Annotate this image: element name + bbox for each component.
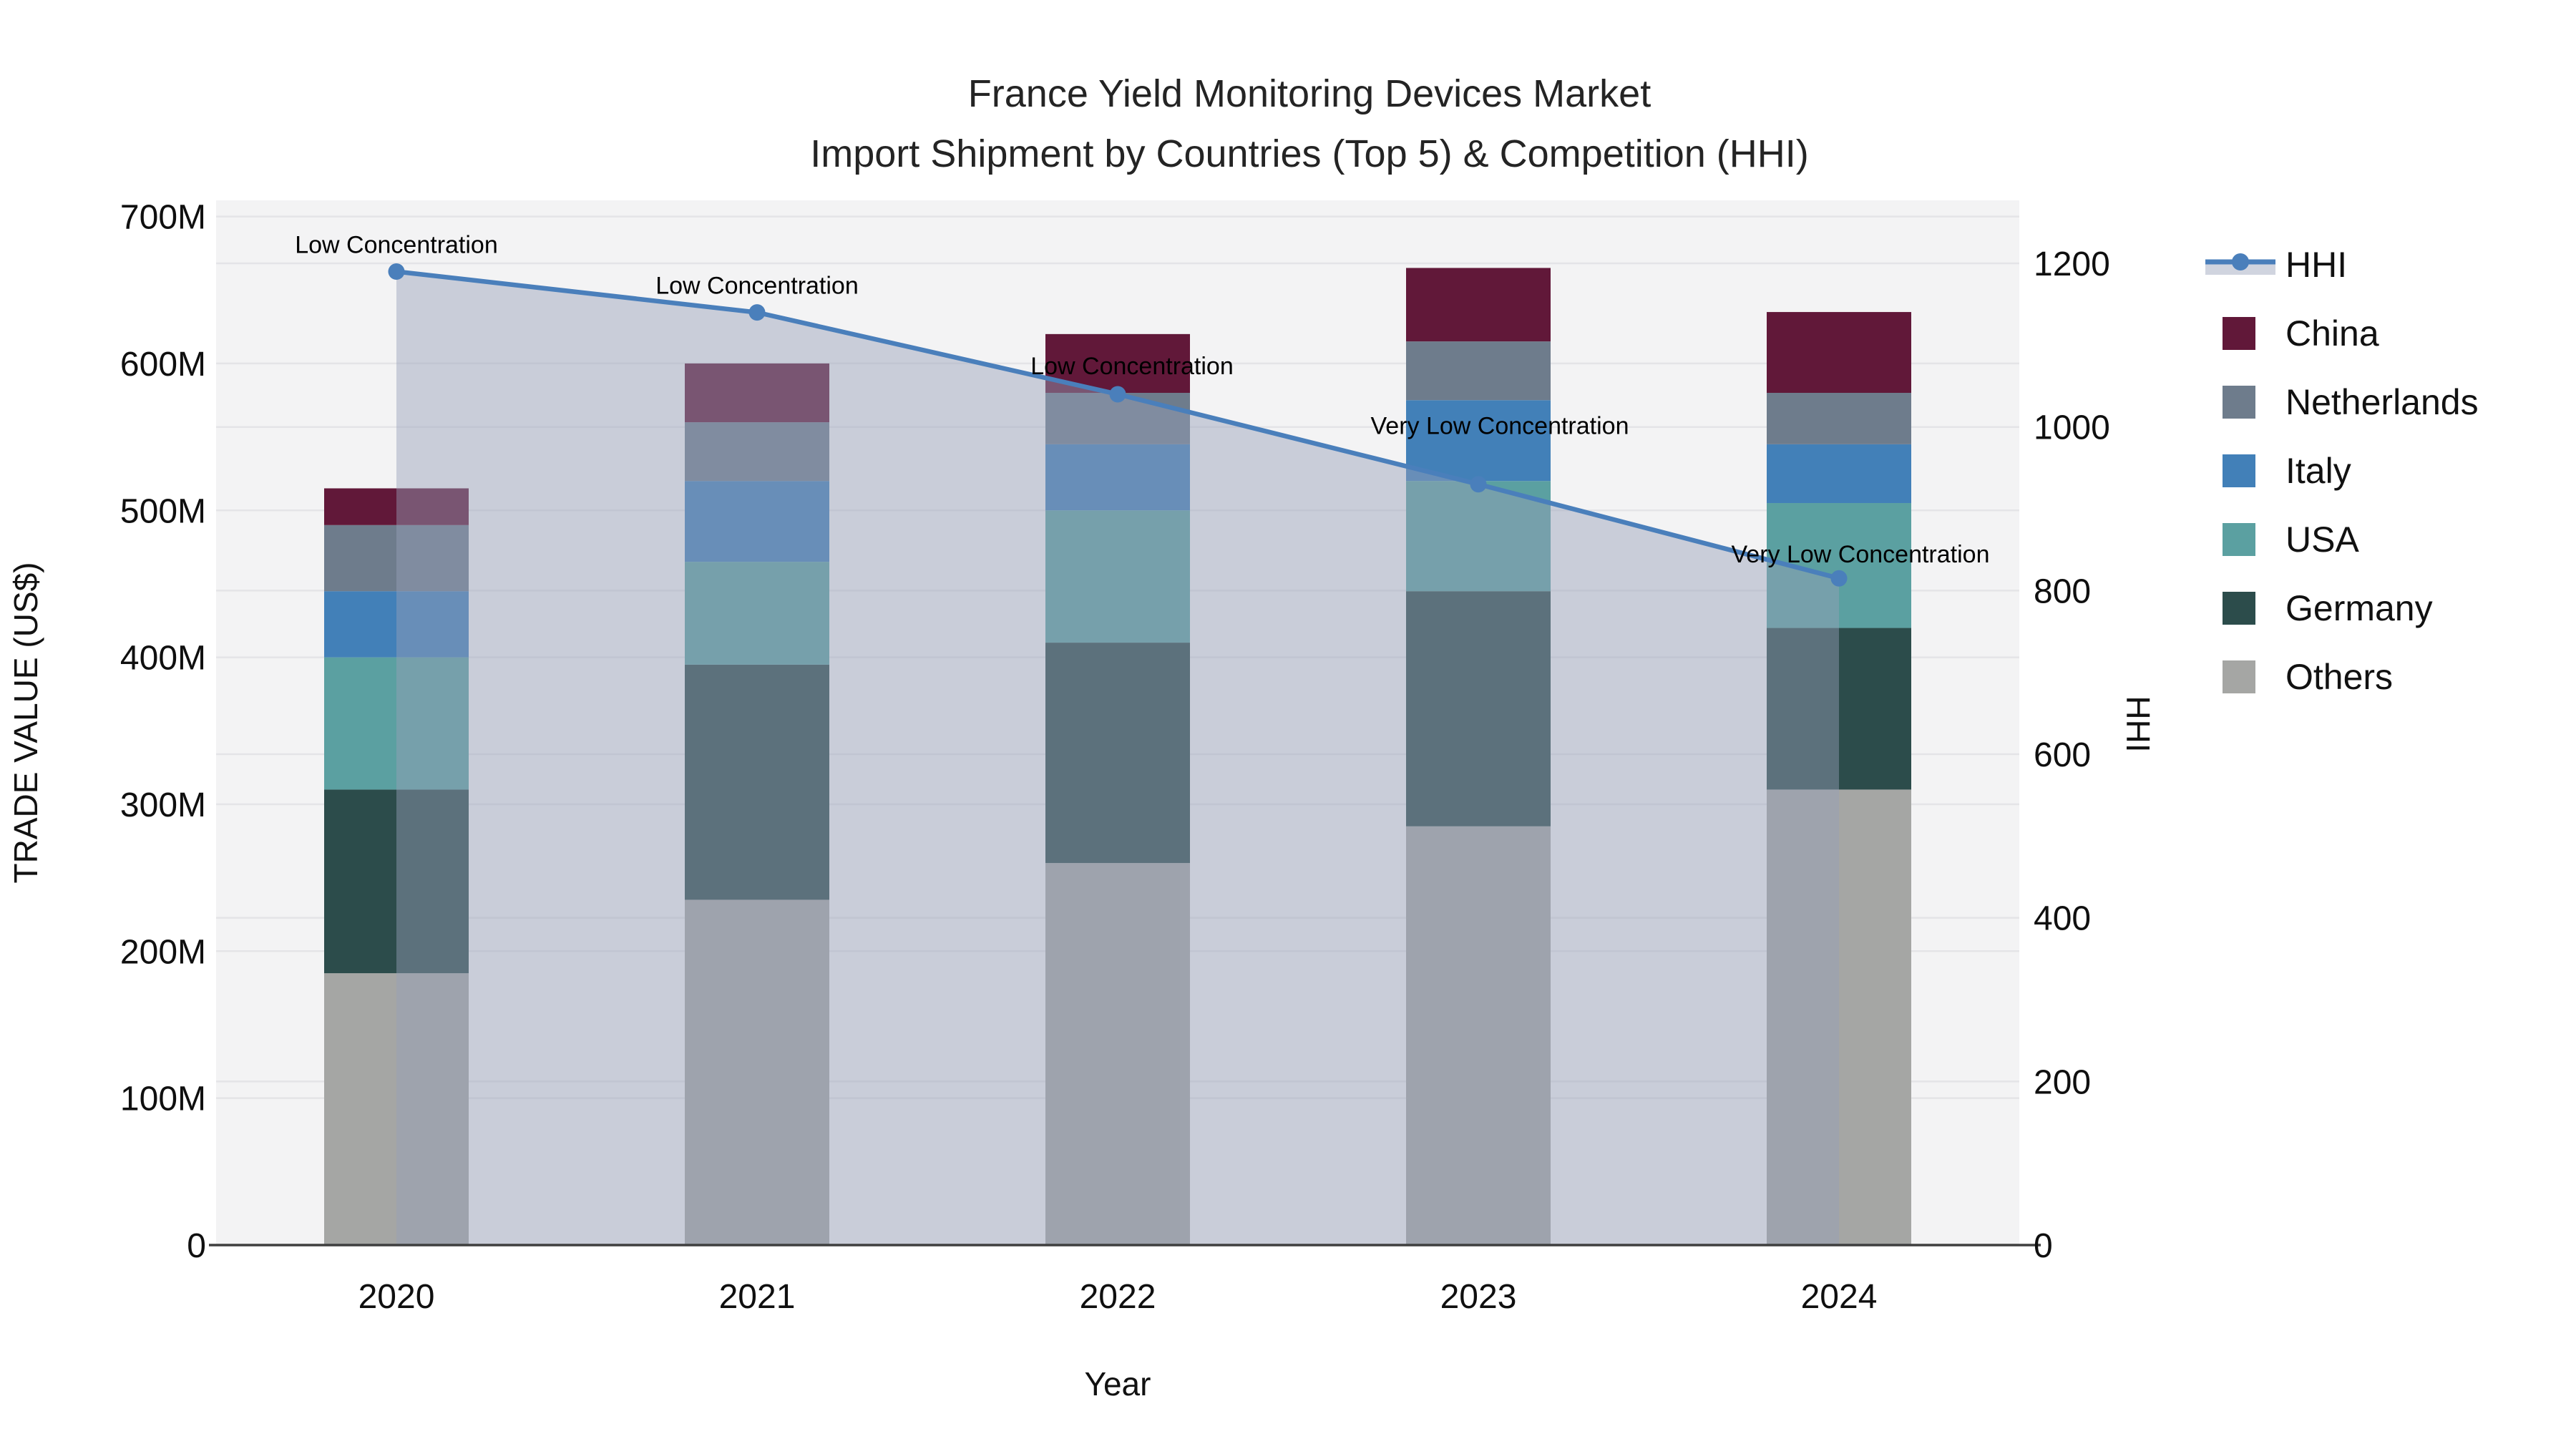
annotation-2021: Low Concentration <box>655 273 859 300</box>
y-left-tick-label: 400M <box>120 640 206 678</box>
hhi-marker-2021[interactable] <box>748 304 766 321</box>
bar-segment-italy-2024[interactable] <box>1767 444 1911 504</box>
bar-segment-italy-2022[interactable] <box>1045 444 1190 511</box>
annotation-2024: Very Low Concentration <box>1732 541 1990 568</box>
x-tick-label-2023: 2023 <box>1440 1278 1517 1316</box>
legend-item-hhi[interactable]: HHI <box>2205 230 2479 299</box>
bar-segment-germany-2024[interactable] <box>1767 628 1911 790</box>
hhi-marker-2023[interactable] <box>1470 476 1487 493</box>
bar-segment-germany-2022[interactable] <box>1045 643 1190 864</box>
y-right-tick-label: 0 <box>2034 1227 2053 1265</box>
legend-item-germany[interactable]: Germany <box>2205 574 2479 643</box>
annotation-2022: Low Concentration <box>1030 353 1234 380</box>
bar-segment-usa-2022[interactable] <box>1045 510 1190 643</box>
legend-item-others[interactable]: Others <box>2205 643 2479 711</box>
bar-segment-others-2021[interactable] <box>685 899 829 1245</box>
axis-ticks: 0 100M 200M 300M 400M 500M 600M 700M 0 200 400 600 8… <box>120 199 2110 1316</box>
x-tick-label-2020: 2020 <box>358 1278 435 1316</box>
y-left-tick-label: 100M <box>120 1080 206 1118</box>
bar-segment-netherlands-2021[interactable] <box>685 422 829 482</box>
bar-segment-others-2023[interactable] <box>1406 826 1551 1245</box>
hhi-legend-sample-icon <box>2205 253 2275 275</box>
hhi-area <box>396 271 1839 1245</box>
bar-segment-netherlands-2023[interactable] <box>1406 341 1551 401</box>
y-left-tick-label: 500M <box>120 492 206 530</box>
bar-segment-others-2024[interactable] <box>1767 789 1911 1245</box>
x-tick-label-2021: 2021 <box>719 1278 796 1316</box>
legend-label: China <box>2285 313 2379 353</box>
legend: HHI China Netherlands Italy USA Germany Others <box>2205 230 2479 711</box>
y-right-tick-label: 400 <box>2034 900 2091 938</box>
legend-swatch-netherlands <box>2223 386 2255 419</box>
legend-label: Netherlands <box>2285 382 2479 422</box>
legend-label: Others <box>2285 657 2394 697</box>
legend-item-china[interactable]: China <box>2205 299 2479 368</box>
y-left-tick-label: 600M <box>120 346 206 384</box>
y-left-tick-label: 300M <box>120 786 206 824</box>
bar-segment-china-2021[interactable] <box>685 363 829 423</box>
bar-segment-italy-2023[interactable] <box>1406 400 1551 482</box>
x-tick-label-2022: 2022 <box>1080 1278 1156 1316</box>
annotation-2020: Low Concentration <box>295 231 498 258</box>
hhi-marker-2024[interactable] <box>1830 570 1848 587</box>
hhi-marker-2020[interactable] <box>388 263 405 280</box>
bar-segment-china-2024[interactable] <box>1767 312 1911 394</box>
legend-item-netherlands[interactable]: Netherlands <box>2205 368 2479 436</box>
y-right-tick-label: 600 <box>2034 736 2091 774</box>
y-left-tick-label: 200M <box>120 933 206 971</box>
legend-item-italy[interactable]: Italy <box>2205 436 2479 505</box>
y-right-tick-label: 200 <box>2034 1063 2091 1101</box>
y-right-tick-label: 800 <box>2034 572 2091 610</box>
bar-segment-usa-2021[interactable] <box>685 562 829 665</box>
bar-series <box>324 268 1911 1245</box>
y-left-tick-label: 700M <box>120 199 206 237</box>
bar-segment-netherlands-2024[interactable] <box>1767 393 1911 444</box>
x-axis-title: Year <box>1085 1365 1151 1402</box>
bar-segment-china-2023[interactable] <box>1406 268 1551 342</box>
legend-item-usa[interactable]: USA <box>2205 505 2479 574</box>
annotation-2023: Very Low Concentration <box>1371 413 1629 440</box>
legend-label: HHI <box>2285 245 2348 285</box>
bar-segment-netherlands-2020[interactable] <box>324 525 469 592</box>
legend-swatch-germany <box>2223 592 2255 625</box>
y-right-axis-title: HHI <box>2119 696 2157 752</box>
legend-swatch-usa <box>2223 523 2255 556</box>
bar-segment-usa-2023[interactable] <box>1406 481 1551 592</box>
y-right-tick-label: 1000 <box>2034 409 2110 447</box>
legend-swatch-others <box>2223 660 2255 693</box>
chart-title-line1: France Yield Monitoring Devices Market <box>967 72 1652 115</box>
bar-segment-usa-2020[interactable] <box>324 657 469 790</box>
y-left-axis-title: TRADE VALUE (US$) <box>7 562 44 883</box>
legend-label: Germany <box>2285 588 2433 628</box>
x-tick-label-2024: 2024 <box>1801 1278 1878 1316</box>
legend-swatch-italy <box>2223 454 2255 487</box>
bar-segment-others-2020[interactable] <box>324 973 469 1245</box>
y-left-tick-label: 0 <box>187 1227 206 1265</box>
bar-segment-italy-2021[interactable] <box>685 481 829 562</box>
y-right-tick-label: 1200 <box>2034 245 2110 283</box>
bar-segment-others-2022[interactable] <box>1045 863 1190 1245</box>
chart-title-line2: Import Shipment by Countries (Top 5) & C… <box>810 132 1809 175</box>
bar-segment-germany-2021[interactable] <box>685 664 829 900</box>
legend-label: Italy <box>2285 451 2351 491</box>
bar-segment-china-2020[interactable] <box>324 488 469 525</box>
bar-segment-italy-2020[interactable] <box>324 591 469 658</box>
hhi-marker-2022[interactable] <box>1109 386 1126 403</box>
legend-swatch-china <box>2223 317 2255 350</box>
legend-label: USA <box>2285 519 2359 560</box>
bar-segment-germany-2023[interactable] <box>1406 591 1551 826</box>
bar-segment-germany-2020[interactable] <box>324 789 469 974</box>
